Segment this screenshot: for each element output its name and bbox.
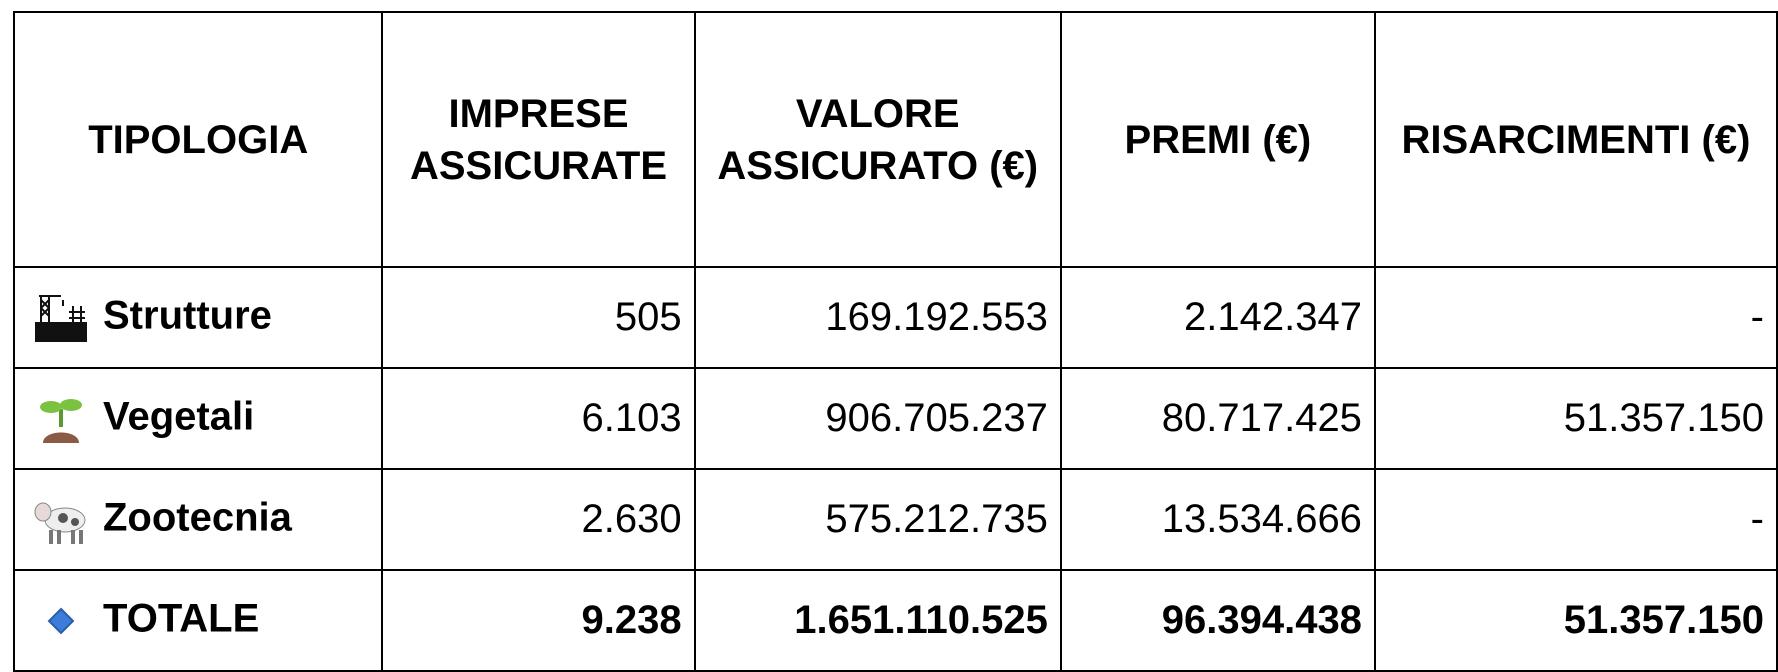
value-cell: 6.103 bbox=[381, 367, 696, 470]
value-cell: 2.630 bbox=[381, 468, 696, 571]
row-label-cell: TOTALE bbox=[12, 569, 384, 672]
cell-value: - bbox=[1750, 295, 1764, 339]
row-label-cell: Strutture bbox=[12, 266, 384, 369]
value-cell: 1.651.110.525 bbox=[693, 569, 1062, 672]
value-cell: 96.394.438 bbox=[1059, 569, 1376, 672]
value-cell: - bbox=[1373, 468, 1778, 571]
value-cell: 505 bbox=[381, 266, 696, 369]
header-row: TIPOLOGIA IMPRESE ASSICURATE VALORE ASSICU… bbox=[12, 11, 1778, 268]
cell-value: 6.103 bbox=[581, 396, 682, 440]
value-cell: 13.534.666 bbox=[1059, 468, 1376, 571]
row-icon bbox=[33, 393, 89, 445]
table-row: TOTALE 9.238 1.651.110.525 96.394.438 51.357… bbox=[12, 569, 1778, 672]
value-cell: - bbox=[1373, 266, 1778, 369]
row-label: TOTALE bbox=[103, 596, 260, 641]
header-cell: VALORE ASSICURATO (€) bbox=[693, 11, 1062, 268]
cell-value: 9.238 bbox=[581, 598, 682, 642]
row-icon bbox=[33, 494, 89, 546]
cell-value: 169.192.553 bbox=[825, 295, 1048, 339]
cell-value: 2.142.347 bbox=[1183, 295, 1362, 339]
cell-value: 2.630 bbox=[581, 497, 682, 541]
cell-value: 96.394.438 bbox=[1161, 598, 1362, 642]
cell-value: 51.357.150 bbox=[1563, 396, 1764, 440]
row-icon bbox=[33, 595, 89, 647]
cell-value: 1.651.110.525 bbox=[794, 598, 1048, 642]
insurance-table: TIPOLOGIA IMPRESE ASSICURATE VALORE ASSICU… bbox=[12, 11, 1778, 672]
row-label: Vegetali bbox=[103, 394, 255, 439]
cell-value: 505 bbox=[614, 295, 682, 339]
header-cell: PREMI (€) bbox=[1059, 11, 1376, 268]
table-row: Vegetali 6.103 906.705.237 80.717.425 51.357… bbox=[12, 367, 1778, 470]
value-cell: 80.717.425 bbox=[1059, 367, 1376, 470]
row-label-cell: Zootecnia bbox=[12, 468, 384, 571]
header-cell: TIPOLOGIA bbox=[12, 11, 384, 268]
table-row: Zootecnia 2.630 575.212.735 13.534.666 - bbox=[12, 468, 1778, 571]
value-cell: 9.238 bbox=[381, 569, 696, 672]
row-icon bbox=[33, 292, 89, 344]
value-cell: 575.212.735 bbox=[693, 468, 1062, 571]
value-cell: 169.192.553 bbox=[693, 266, 1062, 369]
cell-value: - bbox=[1750, 497, 1764, 541]
row-label-cell: Vegetali bbox=[12, 367, 384, 470]
table-row: Strutture 505 169.192.553 2.142.347 - bbox=[12, 266, 1778, 369]
value-cell: 51.357.150 bbox=[1373, 569, 1778, 672]
table-body: Strutture 505 169.192.553 2.142.347 - Vegetal… bbox=[12, 266, 1778, 672]
value-cell: 2.142.347 bbox=[1059, 266, 1376, 369]
cell-value: 13.534.666 bbox=[1161, 497, 1362, 541]
row-label: Zootecnia bbox=[103, 495, 292, 540]
row-label: Strutture bbox=[103, 293, 272, 338]
value-cell: 906.705.237 bbox=[693, 367, 1062, 470]
cell-value: 80.717.425 bbox=[1161, 396, 1362, 440]
cell-value: 575.212.735 bbox=[825, 497, 1048, 541]
cell-value: 51.357.150 bbox=[1563, 598, 1764, 642]
cell-value: 906.705.237 bbox=[825, 396, 1048, 440]
value-cell: 51.357.150 bbox=[1373, 367, 1778, 470]
header-cell: RISARCIMENTI (€) bbox=[1373, 11, 1778, 268]
header-cell: IMPRESE ASSICURATE bbox=[381, 11, 696, 268]
